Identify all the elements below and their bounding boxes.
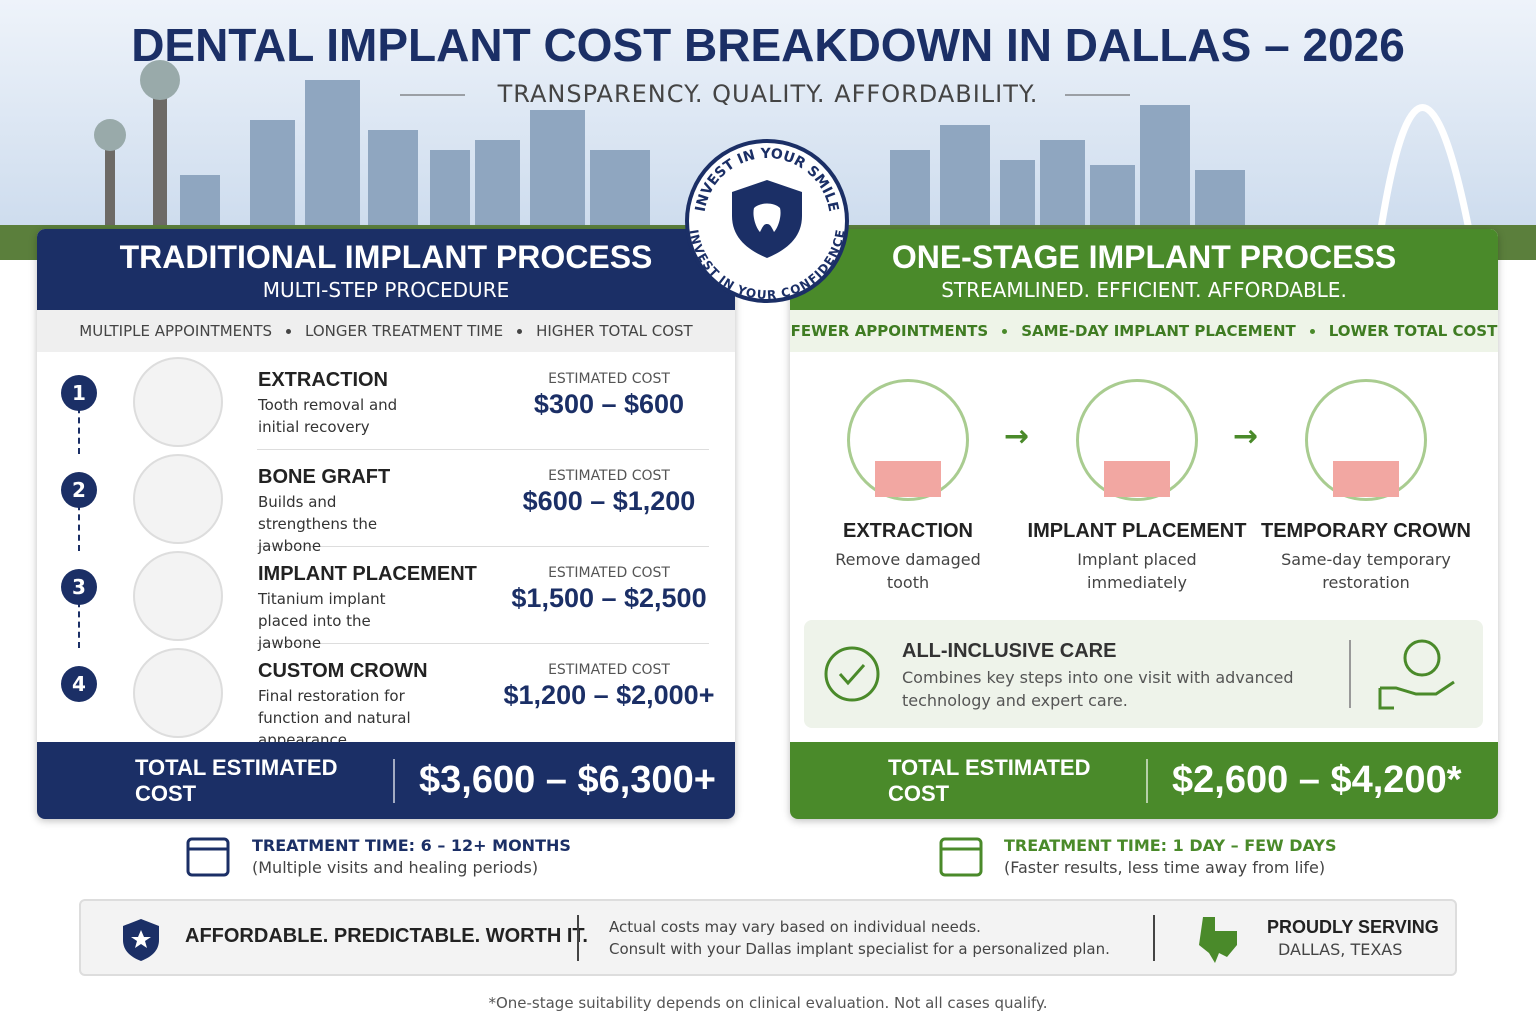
bullet xyxy=(286,328,292,334)
step-number: 1 xyxy=(61,375,97,411)
feature: SAME-DAY IMPLANT PLACEMENT xyxy=(1021,322,1296,340)
divider xyxy=(257,643,709,644)
time-note: (Multiple visits and healing periods) xyxy=(252,858,539,877)
divider xyxy=(257,546,709,547)
calendar-icon xyxy=(939,837,983,877)
step-name: CUSTOM CROWN xyxy=(258,660,428,682)
cost-label: ESTIMATED COST xyxy=(548,371,670,387)
serving: PROUDLY SERVING xyxy=(1267,917,1439,937)
arrow: → xyxy=(1004,419,1030,454)
step-description: Same-day temporary restoration xyxy=(1281,550,1451,592)
cost-label: ESTIMATED COST xyxy=(548,468,670,484)
step-description: Builds and strengthens the jawbone xyxy=(258,493,378,555)
traditional-card: TRADITIONAL IMPLANT PROCESS MULTI-STEP PR… xyxy=(37,229,735,819)
footer-box: AFFORDABLE. PREDICTABLE. WORTH IT. Actua… xyxy=(79,899,1457,976)
feature-bar: FEWER APPOINTMENTS SAME-DAY IMPLANT PLACE… xyxy=(790,310,1498,352)
feature-bar: MULTIPLE APPOINTMENTS LONGER TREATMENT TI… xyxy=(37,310,735,352)
time-title: TREATMENT TIME: 1 DAY – FEW DAYS xyxy=(1004,836,1337,855)
note-line: Consult with your Dallas implant special… xyxy=(609,940,1110,958)
care-text: Combines key steps into one visit with a… xyxy=(902,668,1294,710)
card-title: TRADITIONAL IMPLANT PROCESS xyxy=(119,239,653,275)
step-icon xyxy=(133,454,223,544)
feature: MULTIPLE APPOINTMENTS xyxy=(79,322,273,340)
one-stage-card: ONE-STAGE IMPLANT PROCESS STREAMLINED. EF… xyxy=(790,229,1498,819)
step-description: Remove damaged tooth xyxy=(835,550,981,592)
total-bar: TOTAL ESTIMATED COST $3,600 – $6,300+ xyxy=(37,742,735,819)
cost: $1,500 – $2,500 xyxy=(511,583,707,613)
care-title: ALL-INCLUSIVE CARE xyxy=(902,640,1117,662)
step-name: BONE GRAFT xyxy=(258,466,391,488)
badge: INVEST IN YOUR SMILE INVEST IN YOUR CONF… xyxy=(685,139,849,303)
step-description: Implant placed immediately xyxy=(1077,550,1197,592)
title: DENTAL IMPLANT COST BREAKDOWN IN DALLAS … xyxy=(131,19,1405,71)
check-icon xyxy=(824,646,880,702)
step-icon xyxy=(133,357,223,447)
step-description: Titanium implant placed into the jawbone xyxy=(258,590,386,652)
feature: LOWER TOTAL COST xyxy=(1328,322,1498,340)
feature: LONGER TREATMENT TIME xyxy=(305,322,504,340)
arrow: → xyxy=(1233,419,1259,454)
step-gum xyxy=(875,461,941,497)
cost: $300 – $600 xyxy=(533,389,685,419)
step-number: 3 xyxy=(61,569,97,605)
disclaimer: *One-stage suitability depends on clinic… xyxy=(488,994,1048,1012)
step-icon xyxy=(133,551,223,641)
hand-icon xyxy=(1378,639,1455,710)
step-gum xyxy=(1333,461,1399,497)
step-name: IMPLANT PLACEMENT xyxy=(1027,520,1247,542)
card-subtitle: STREAMLINED. EFFICIENT. AFFORDABLE. xyxy=(941,278,1347,302)
bullet xyxy=(1002,328,1008,334)
card-subtitle: MULTI-STEP PROCEDURE xyxy=(262,278,510,302)
step-name: TEMPORARY CROWN xyxy=(1261,520,1471,542)
total-value: $3,600 – $6,300+ xyxy=(419,759,716,801)
time-title: TREATMENT TIME: 6 – 12+ MONTHS xyxy=(252,836,571,855)
connector xyxy=(78,397,80,454)
serving-place: DALLAS, TEXAS xyxy=(1278,940,1403,959)
cost: $1,200 – $2,000+ xyxy=(503,680,715,710)
subtitle: TRANSPARENCY. QUALITY. AFFORDABILITY. xyxy=(497,80,1039,108)
cost-label: ESTIMATED COST xyxy=(548,565,670,581)
total-label: TOTAL ESTIMATED COST xyxy=(135,754,338,806)
connector xyxy=(78,494,80,551)
slogan: AFFORDABLE. PREDICTABLE. WORTH IT. xyxy=(185,925,588,947)
care-box: ALL-INCLUSIVE CARE Combines key steps in… xyxy=(804,620,1483,728)
feature: HIGHER TOTAL COST xyxy=(536,322,693,340)
step-gum xyxy=(1104,461,1170,497)
total-bar: TOTAL ESTIMATED COST $2,600 – $4,200* xyxy=(790,742,1498,819)
step-name: IMPLANT PLACEMENT xyxy=(258,563,477,585)
total-label: TOTAL ESTIMATED COST xyxy=(888,754,1091,806)
feature: FEWER APPOINTMENTS xyxy=(790,322,989,340)
connector xyxy=(78,591,80,648)
cost-label: ESTIMATED COST xyxy=(548,662,670,678)
texas-icon xyxy=(1199,917,1237,963)
bullet xyxy=(1309,328,1315,334)
shield-icon xyxy=(123,919,159,961)
note-line: Actual costs may vary based on individua… xyxy=(609,918,981,936)
step-number: 4 xyxy=(61,666,97,702)
total-value: $2,600 – $4,200* xyxy=(1172,759,1462,801)
step-number: 2 xyxy=(61,472,97,508)
calendar-icon xyxy=(186,837,230,877)
step-name: EXTRACTION xyxy=(843,520,973,542)
step-description: Tooth removal and initial recovery xyxy=(258,396,398,436)
time-note: (Faster results, less time away from lif… xyxy=(1004,858,1326,877)
cost: $600 – $1,200 xyxy=(522,486,696,516)
card-title: ONE-STAGE IMPLANT PROCESS xyxy=(891,239,1397,275)
divider xyxy=(257,449,709,450)
step-name: EXTRACTION xyxy=(258,369,388,391)
step-icon xyxy=(133,648,223,738)
bullet xyxy=(517,328,523,334)
